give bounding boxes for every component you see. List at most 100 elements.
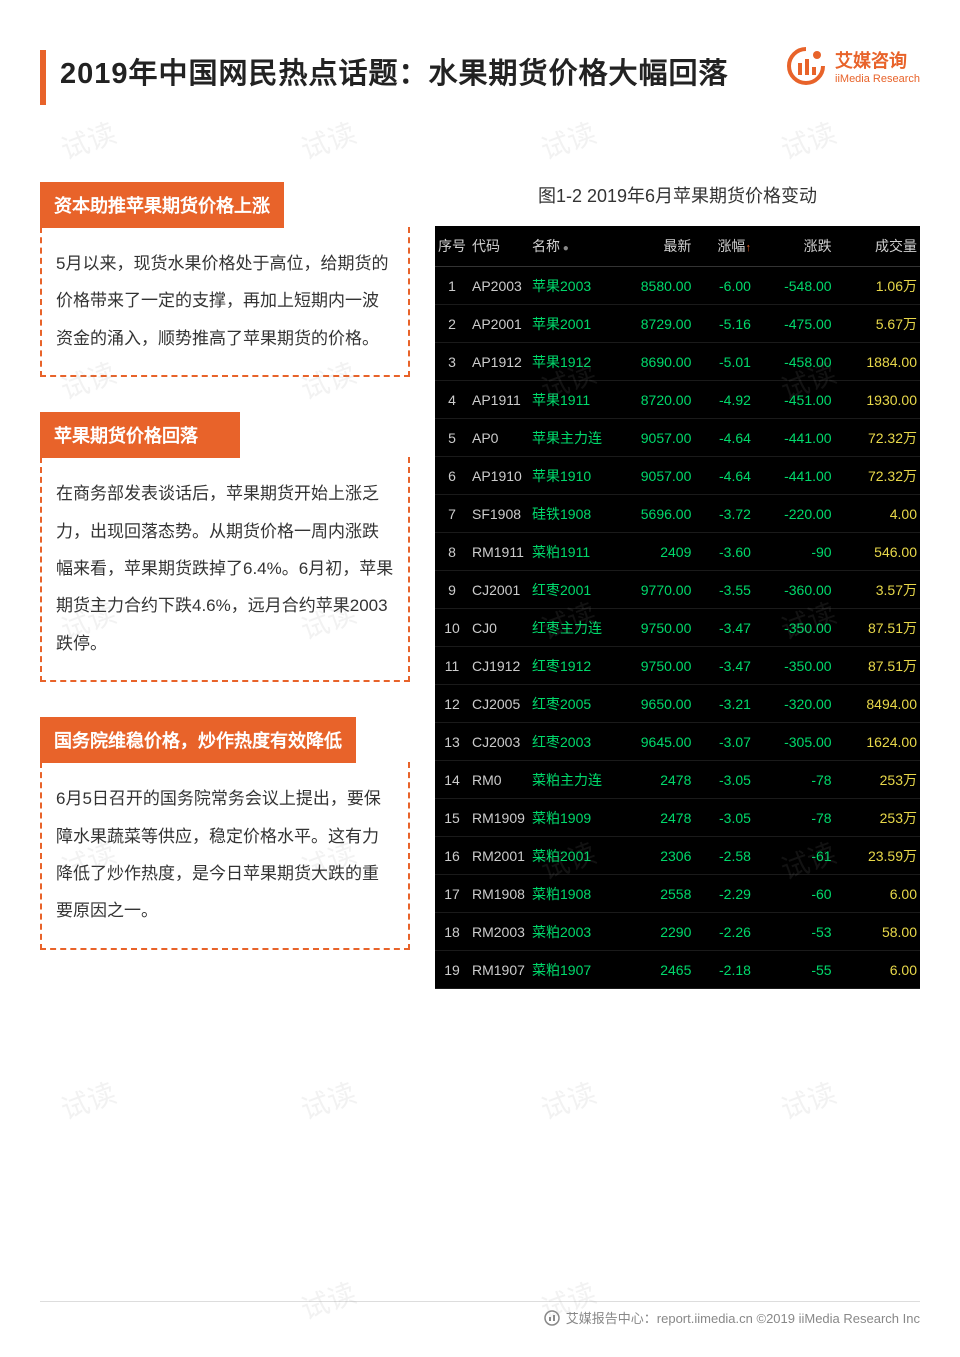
table-row[interactable]: 5AP0苹果主力连9057.00-4.64-441.0072.32万 — [435, 419, 920, 457]
futures-price-table: 序号代码名称 ●最新涨幅↑涨跌成交量 1AP2003苹果20038580.00-… — [435, 226, 920, 989]
table-row[interactable]: 4AP1911苹果19118720.00-4.92-451.001930.00 — [435, 381, 920, 419]
table-cell: AP1911 — [469, 381, 529, 419]
table-cell: 19 — [435, 951, 469, 989]
table-column-header[interactable]: 最新 — [609, 226, 694, 267]
table-row[interactable]: 6AP1910苹果19109057.00-4.64-441.0072.32万 — [435, 457, 920, 495]
table-cell: CJ2001 — [469, 571, 529, 609]
table-cell: -3.55 — [694, 571, 754, 609]
table-cell: 苹果1912 — [529, 343, 609, 381]
table-row[interactable]: 14RM0菜粕主力连2478-3.05-78253万 — [435, 761, 920, 799]
table-cell: -90 — [754, 533, 835, 571]
table-cell: 1.06万 — [835, 267, 920, 305]
table-row[interactable]: 15RM1909菜粕19092478-3.05-78253万 — [435, 799, 920, 837]
brand-name-cn: 艾媒咨询 — [835, 47, 920, 73]
table-cell: 253万 — [835, 799, 920, 837]
footer-divider — [40, 1301, 920, 1302]
table-cell: 菜粕主力连 — [529, 761, 609, 799]
table-cell: 1884.00 — [835, 343, 920, 381]
table-cell: 8720.00 — [609, 381, 694, 419]
table-cell: 菜粕1909 — [529, 799, 609, 837]
table-cell: CJ2003 — [469, 723, 529, 761]
table-row[interactable]: 1AP2003苹果20038580.00-6.00-548.001.06万 — [435, 267, 920, 305]
table-row[interactable]: 2AP2001苹果20018729.00-5.16-475.005.67万 — [435, 305, 920, 343]
table-cell: 4 — [435, 381, 469, 419]
table-header: 序号代码名称 ●最新涨幅↑涨跌成交量 — [435, 226, 920, 267]
table-cell: -78 — [754, 761, 835, 799]
table-row[interactable]: 10CJ0红枣主力连9750.00-3.47-350.0087.51万 — [435, 609, 920, 647]
table-row[interactable]: 13CJ2003红枣20039645.00-3.07-305.001624.00 — [435, 723, 920, 761]
table-cell: 菜粕1907 — [529, 951, 609, 989]
table-cell: -3.60 — [694, 533, 754, 571]
table-cell: 菜粕2003 — [529, 913, 609, 951]
table-cell: 17 — [435, 875, 469, 913]
table-cell: 苹果1910 — [529, 457, 609, 495]
table-cell: 红枣2005 — [529, 685, 609, 723]
table-cell: AP1910 — [469, 457, 529, 495]
table-row[interactable]: 17RM1908菜粕19082558-2.29-606.00 — [435, 875, 920, 913]
table-cell: 8690.00 — [609, 343, 694, 381]
table-cell: 红枣主力连 — [529, 609, 609, 647]
table-cell: 菜粕2001 — [529, 837, 609, 875]
table-cell: -441.00 — [754, 457, 835, 495]
table-column-header[interactable]: 涨幅↑ — [694, 226, 754, 267]
table-cell: -5.01 — [694, 343, 754, 381]
table-cell: 硅铁1908 — [529, 495, 609, 533]
table-row[interactable]: 11CJ1912红枣19129750.00-3.47-350.0087.51万 — [435, 647, 920, 685]
table-cell: 9 — [435, 571, 469, 609]
table-row[interactable]: 19RM1907菜粕19072465-2.18-556.00 — [435, 951, 920, 989]
table-row[interactable]: 12CJ2005红枣20059650.00-3.21-320.008494.00 — [435, 685, 920, 723]
table-cell: -2.58 — [694, 837, 754, 875]
chart-title: 图1-2 2019年6月苹果期货价格变动 — [435, 182, 920, 208]
table-row[interactable]: 9CJ2001红枣20019770.00-3.55-360.003.57万 — [435, 571, 920, 609]
column-dot-icon: ● — [560, 243, 569, 254]
table-cell: 8 — [435, 533, 469, 571]
table-cell: -360.00 — [754, 571, 835, 609]
table-cell: SF1908 — [469, 495, 529, 533]
table-cell: 红枣2001 — [529, 571, 609, 609]
table-cell: 6.00 — [835, 951, 920, 989]
table-cell: CJ1912 — [469, 647, 529, 685]
table-cell: AP2003 — [469, 267, 529, 305]
table-cell: 2558 — [609, 875, 694, 913]
table-row[interactable]: 8RM1911菜粕19112409-3.60-90546.00 — [435, 533, 920, 571]
table-cell: 3.57万 — [835, 571, 920, 609]
table-column-header[interactable]: 涨跌 — [754, 226, 835, 267]
table-cell: RM1908 — [469, 875, 529, 913]
table-cell: 16 — [435, 837, 469, 875]
table-cell: 253万 — [835, 761, 920, 799]
table-column-header[interactable]: 代码 — [469, 226, 529, 267]
table-cell: 13 — [435, 723, 469, 761]
table-column-header[interactable]: 序号 — [435, 226, 469, 267]
chart-column: 图1-2 2019年6月苹果期货价格变动 序号代码名称 ●最新涨幅↑涨跌成交量 … — [435, 182, 920, 989]
table-row[interactable]: 18RM2003菜粕20032290-2.26-5358.00 — [435, 913, 920, 951]
section-heading: 国务院维稳价格，炒作热度有效降低 — [40, 717, 356, 763]
watermark-text: 试读 — [535, 1072, 601, 1129]
table-cell: 87.51万 — [835, 609, 920, 647]
table-column-header[interactable]: 名称 ● — [529, 226, 609, 267]
table-cell: 2478 — [609, 761, 694, 799]
table-row[interactable]: 3AP1912苹果19128690.00-5.01-458.001884.00 — [435, 343, 920, 381]
table-cell: AP0 — [469, 419, 529, 457]
table-cell: -320.00 — [754, 685, 835, 723]
table-cell: -451.00 — [754, 381, 835, 419]
section-heading: 苹果期货价格回落 — [40, 412, 240, 458]
section-body: 6月5日召开的国务院常务会议上提出，要保障水果蔬菜等供应，稳定价格水平。这有力降… — [40, 762, 410, 950]
table-cell: 5.67万 — [835, 305, 920, 343]
table-column-header[interactable]: 成交量 — [835, 226, 920, 267]
table-row[interactable]: 7SF1908硅铁19085696.00-3.72-220.004.00 — [435, 495, 920, 533]
table-cell: -6.00 — [694, 267, 754, 305]
table-cell: -441.00 — [754, 419, 835, 457]
table-row[interactable]: 16RM2001菜粕20012306-2.58-6123.59万 — [435, 837, 920, 875]
table-cell: CJ2005 — [469, 685, 529, 723]
table-cell: -4.92 — [694, 381, 754, 419]
table-cell: 9770.00 — [609, 571, 694, 609]
footer-text: 艾媒报告中心：report.iimedia.cn ©2019 iiMedia R… — [566, 1308, 920, 1327]
table-cell: CJ0 — [469, 609, 529, 647]
table-cell: 9650.00 — [609, 685, 694, 723]
table-cell: 2478 — [609, 799, 694, 837]
table-cell: -548.00 — [754, 267, 835, 305]
table-cell: -61 — [754, 837, 835, 875]
table-cell: 4.00 — [835, 495, 920, 533]
table-cell: -5.16 — [694, 305, 754, 343]
footer-logo-icon — [544, 1310, 560, 1326]
